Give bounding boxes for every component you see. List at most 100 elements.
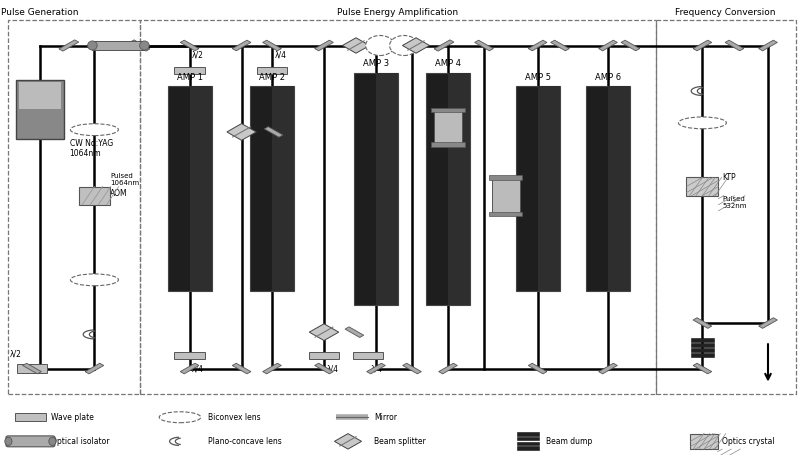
Bar [174,352,205,359]
Bar [656,20,796,394]
Text: AOM: AOM [110,189,128,198]
Bar [758,40,778,51]
Bar [690,434,718,449]
Bar [79,187,110,205]
Ellipse shape [366,35,394,56]
Bar [691,349,714,352]
Text: AMP 4: AMP 4 [435,59,461,68]
Ellipse shape [5,437,12,445]
Text: Pulsed
532nm: Pulsed 532nm [722,196,747,209]
Bar [168,86,211,291]
Text: Optical isolator: Optical isolator [51,437,110,446]
Bar [190,86,211,291]
Text: CW Nd:YAG
1064nm: CW Nd:YAG 1064nm [70,139,113,158]
Bar [608,86,630,291]
Text: Beam dump: Beam dump [546,437,592,446]
Bar [59,40,78,51]
Bar [448,73,470,305]
Ellipse shape [70,124,118,136]
Ellipse shape [70,274,118,286]
Bar [586,86,630,291]
Bar [491,177,520,214]
Bar [353,352,383,359]
Ellipse shape [139,41,150,50]
Text: Frequency Conversion: Frequency Conversion [675,8,776,17]
Bar [264,126,283,137]
Text: λ/4: λ/4 [370,364,382,373]
Bar [314,363,334,374]
Bar [725,40,744,51]
Text: Pulse Generation: Pulse Generation [2,8,78,17]
Bar [538,86,560,291]
Text: AMP 2: AMP 2 [259,73,285,82]
Ellipse shape [49,437,56,445]
Bar [550,40,570,51]
Ellipse shape [88,41,97,50]
Bar [19,82,61,109]
Bar [309,352,339,359]
Text: KTP: KTP [722,173,736,182]
Bar [17,364,47,373]
Bar [474,40,494,51]
Bar [402,363,422,374]
Text: AMP 3: AMP 3 [363,59,389,68]
Ellipse shape [678,117,726,129]
Bar [334,434,362,449]
Bar [431,108,465,112]
Bar [426,73,470,305]
Bar [227,124,256,140]
Bar [376,73,398,305]
Bar [528,363,547,374]
Bar [528,40,547,51]
Bar [598,40,618,51]
Bar [130,40,150,51]
Bar [598,363,618,374]
Bar [180,363,199,374]
Bar [232,40,251,51]
Bar [354,73,398,305]
Bar [16,80,64,139]
Text: Mirror: Mirror [374,413,398,422]
Bar [693,363,712,374]
Text: AMP 1: AMP 1 [177,73,202,82]
Bar [262,363,282,374]
Bar [691,353,714,357]
Text: Optics crystal: Optics crystal [722,437,775,446]
Text: Wave plate: Wave plate [51,413,94,422]
Bar [438,363,458,374]
Text: Pulse Energy Amplification: Pulse Energy Amplification [337,8,458,17]
Bar [22,363,42,374]
Bar [693,318,712,329]
Bar [366,363,386,374]
Bar [232,363,251,374]
Bar [517,432,539,435]
Bar [691,339,714,342]
Bar [342,38,370,53]
Bar [686,177,718,196]
Bar [434,40,454,51]
Text: Biconvex lens: Biconvex lens [208,413,261,422]
Text: λ/4: λ/4 [326,364,338,373]
Bar [434,110,462,145]
FancyBboxPatch shape [6,436,54,447]
Bar [257,67,287,74]
Text: AMP 6: AMP 6 [595,73,621,82]
Bar [8,20,140,394]
Bar [272,86,294,291]
Bar [489,212,522,216]
Bar [85,363,104,374]
Bar [517,437,539,440]
Bar [516,86,560,291]
Text: Plano-concave lens: Plano-concave lens [208,437,282,446]
Bar [174,67,205,74]
Bar [517,446,539,450]
Bar [693,40,712,51]
Bar [92,41,144,50]
Text: AMP 5: AMP 5 [525,73,550,82]
Text: λ/2: λ/2 [10,349,22,359]
Text: Beam splitter: Beam splitter [374,437,426,446]
Bar [517,442,539,445]
Bar [758,318,778,329]
Bar [314,40,334,51]
Text: Pulsed
1064nm: Pulsed 1064nm [110,173,139,186]
